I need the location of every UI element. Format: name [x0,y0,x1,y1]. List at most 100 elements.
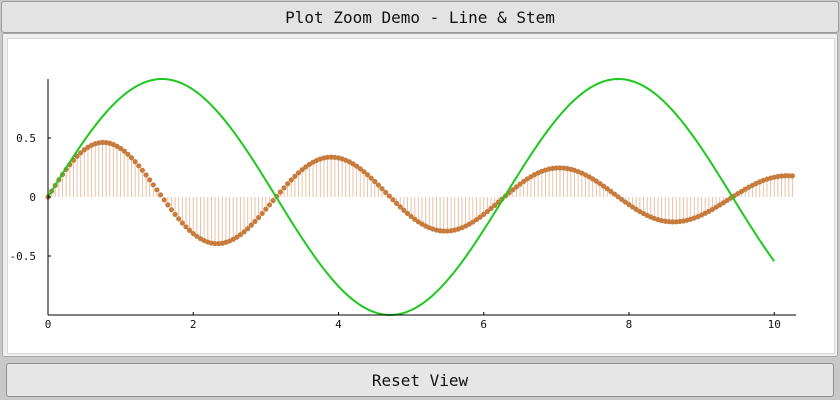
chart[interactable]: 0 2 4 6 8 10 0.5 0 -0.5 [8,39,834,353]
stem-marker [118,145,124,152]
stem-marker [295,170,302,176]
stem-marker [266,202,273,208]
stem-marker [147,177,153,183]
y-ticks: 0.5 0 -0.5 [10,132,51,263]
stem-marker [212,240,218,247]
x-tick-label: 10 [768,318,781,331]
stem-marker [473,217,480,223]
stem-marker [121,148,127,154]
stem-marker [270,197,276,204]
stem-marker [608,188,614,194]
stem-marker [263,206,269,212]
stem-marker [789,173,795,179]
stem-marker [128,155,135,161]
stem-marker [292,173,298,179]
stem-marker [390,197,396,203]
stem-marker [168,207,175,213]
stem-marker [622,199,628,205]
stem-marker [604,186,610,192]
stem-marker [401,207,407,213]
stem-series [51,142,793,244]
stem-marker [477,214,483,220]
stem-marker [165,202,171,208]
stem-marker [179,220,185,226]
y-tick-label: 0.5 [16,132,36,145]
stem-marker [375,182,382,188]
stem-marker [513,184,520,190]
stem-marker [615,194,621,200]
stem-marker [404,210,411,217]
y-tick-label: -0.5 [10,250,37,263]
stem-marker [299,167,305,173]
stem-marker [78,150,84,156]
window-title: Plot Zoom Demo - Line & Stem [1,1,839,33]
stem-marker [383,189,389,195]
stem-marker [408,213,414,220]
stem-marker [143,172,149,178]
stem-marker [488,205,494,212]
stem-marker [386,193,392,199]
stem-marker [187,227,193,233]
stem-marker [354,163,360,169]
stem-marker [237,232,244,238]
stem-marker [669,219,676,225]
stem-marker [600,183,607,189]
stem-marker [252,218,258,225]
stem-marker [611,191,618,197]
stem-marker [161,197,167,203]
stem-marker [248,222,254,228]
stem-marker [256,214,262,221]
stem-marker [136,163,142,169]
stem-marker [150,182,156,188]
stem-marker [183,224,189,230]
stem-marker [521,178,527,185]
stem-marker [368,175,374,181]
x-tick-label: 8 [626,318,633,331]
reset-view-button[interactable]: Reset View [6,363,834,397]
stem-marker [132,159,138,165]
stem-marker [285,181,291,187]
stem-marker [364,172,371,178]
stem-marker [176,216,182,222]
stem-marker [372,178,378,185]
stem-marker [361,169,367,175]
stem-marker [393,200,400,206]
stem-marker [190,230,196,237]
stem-marker [241,229,247,235]
stem-marker [245,226,251,232]
stem-marker [597,180,603,187]
plot-panel: 0 2 4 6 8 10 0.5 0 -0.5 [2,33,838,357]
stem-marker [259,210,265,217]
stem-marker [357,166,363,172]
stem-marker [412,216,418,222]
stem-marker [139,167,146,173]
stem-marker [154,187,160,193]
stem-marker [288,177,294,183]
stem-marker [782,173,788,179]
stem-marker [172,211,178,217]
stem-marker [510,187,516,193]
x-tick-label: 6 [480,318,487,331]
stem-marker [397,204,403,210]
stem-marker [517,181,523,187]
x-ticks: 0 2 4 6 8 10 [45,312,781,331]
stem-marker [234,234,240,240]
stem-marker [441,228,447,234]
x-tick-label: 2 [190,318,197,331]
stem-marker [492,202,498,208]
stem-marker [379,186,385,192]
plot-canvas[interactable]: 0 2 4 6 8 10 0.5 0 -0.5 [7,38,835,354]
x-tick-label: 4 [335,318,342,331]
stem-marker [303,164,309,170]
stem-marker [553,165,559,171]
stem-marker [484,208,490,215]
stem-marker [81,147,87,153]
stem-marker [277,189,283,195]
stem-marker [281,185,287,191]
sine-line-series [47,77,776,316]
stem-marker [125,151,131,157]
stem-markers [45,139,795,247]
stem-marker [74,153,80,159]
stem-marker [157,192,164,198]
